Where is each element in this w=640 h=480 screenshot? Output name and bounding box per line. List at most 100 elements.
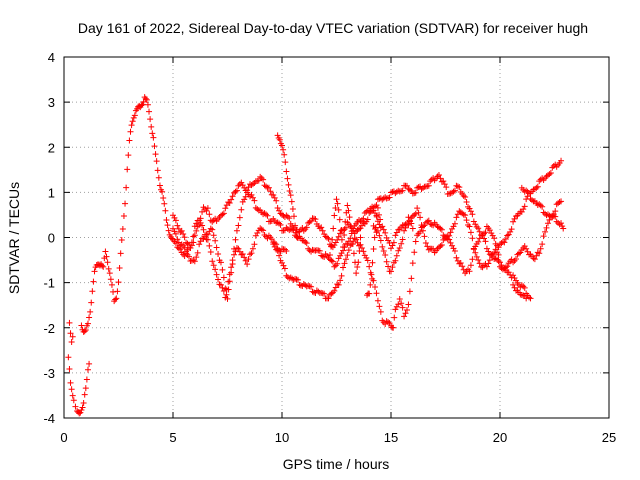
data-point <box>209 258 216 265</box>
data-point <box>171 228 178 235</box>
data-point <box>155 174 162 181</box>
data-point <box>465 203 472 210</box>
data-point <box>70 397 77 404</box>
data-point <box>363 254 370 261</box>
data-point <box>151 143 158 150</box>
data-point <box>467 208 474 215</box>
data-point <box>536 201 543 208</box>
data-point <box>498 262 505 269</box>
data-point <box>194 249 201 256</box>
data-point <box>165 227 172 234</box>
data-point <box>163 217 170 224</box>
data-point <box>520 206 527 213</box>
data-point <box>212 266 219 273</box>
data-point <box>377 237 384 244</box>
data-point <box>437 175 444 182</box>
data-point <box>382 229 389 236</box>
data-point <box>385 195 392 202</box>
data-point <box>318 224 325 231</box>
data-point <box>188 239 195 246</box>
data-point <box>309 288 316 295</box>
data-point <box>331 212 338 219</box>
data-point <box>443 184 450 191</box>
data-point <box>499 264 506 271</box>
data-point <box>209 226 216 233</box>
data-point <box>511 215 518 222</box>
data-point <box>326 252 333 259</box>
data-point <box>199 222 206 229</box>
data-point <box>450 188 457 195</box>
data-point <box>547 169 554 176</box>
data-point <box>528 197 535 204</box>
data-point <box>106 270 113 277</box>
data-point <box>392 232 399 239</box>
data-point <box>286 188 293 195</box>
data-point <box>558 198 565 205</box>
data-point <box>518 208 525 215</box>
data-point <box>162 207 169 214</box>
data-point <box>428 176 435 183</box>
data-point <box>146 108 153 115</box>
data-point <box>328 257 335 264</box>
data-point <box>533 184 540 191</box>
data-point <box>544 220 551 227</box>
data-point <box>450 223 457 230</box>
data-point <box>180 231 187 238</box>
data-point <box>526 294 533 301</box>
data-point <box>283 248 290 255</box>
data-point <box>338 272 345 279</box>
data-point <box>536 178 543 185</box>
data-point <box>219 284 226 291</box>
data-point <box>345 207 352 214</box>
data-point <box>550 163 557 170</box>
data-point <box>217 281 224 288</box>
data-point <box>332 262 339 269</box>
data-point <box>216 214 223 221</box>
data-point <box>441 235 448 242</box>
data-point <box>288 198 295 205</box>
data-point <box>463 217 470 224</box>
data-point <box>190 257 197 264</box>
data-point <box>379 243 386 250</box>
data-point <box>144 101 151 108</box>
data-point <box>306 218 313 225</box>
data-point <box>252 232 259 239</box>
data-point <box>531 256 538 263</box>
data-point <box>372 203 379 210</box>
data-point <box>69 333 76 340</box>
data-point <box>299 224 306 231</box>
data-point <box>415 209 422 216</box>
data-point <box>512 255 519 262</box>
data-point <box>129 118 136 125</box>
data-point <box>279 259 285 266</box>
data-point <box>412 238 419 245</box>
data-point <box>515 250 522 257</box>
data-point <box>277 248 284 255</box>
data-point <box>553 218 560 225</box>
data-point <box>401 227 408 234</box>
data-point <box>86 314 93 321</box>
y-tick-label: -3 <box>43 366 55 381</box>
data-point <box>338 226 345 233</box>
data-point <box>80 400 87 407</box>
data-point <box>219 266 226 273</box>
data-point <box>249 194 256 201</box>
data-point <box>505 231 512 238</box>
data-point <box>408 275 415 282</box>
data-point <box>383 234 390 241</box>
data-point <box>265 184 272 191</box>
data-point <box>229 257 236 264</box>
data-point <box>462 193 469 200</box>
data-point <box>239 198 246 205</box>
data-point <box>79 404 86 411</box>
data-point <box>258 175 265 182</box>
data-point <box>187 245 194 252</box>
data-point <box>454 183 461 190</box>
data-point <box>150 134 157 141</box>
data-point <box>312 216 319 223</box>
plot-frame <box>63 56 610 419</box>
data-point <box>120 213 127 220</box>
data-point <box>508 256 515 263</box>
data-point <box>447 239 454 246</box>
data-point <box>86 360 93 367</box>
